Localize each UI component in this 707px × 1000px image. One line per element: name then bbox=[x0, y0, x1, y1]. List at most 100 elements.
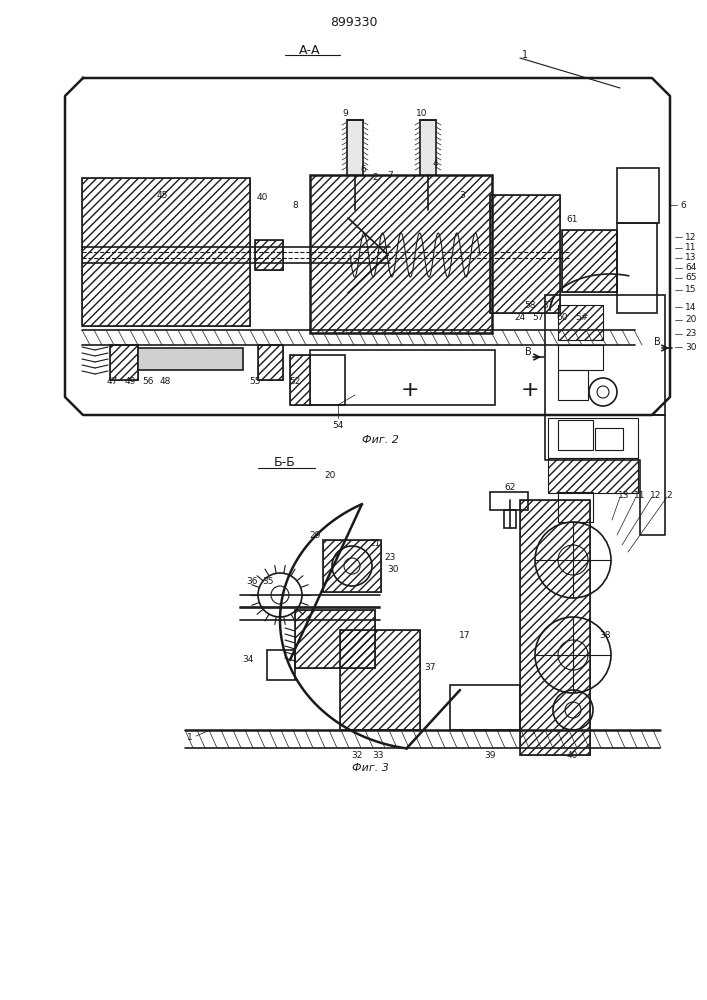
Text: +: + bbox=[401, 380, 419, 400]
Text: 5#: 5# bbox=[575, 314, 589, 322]
Bar bbox=[310, 350, 495, 405]
Bar bbox=[310, 175, 492, 333]
Text: +: + bbox=[520, 380, 539, 400]
Bar bbox=[347, 120, 363, 175]
Text: 33: 33 bbox=[373, 750, 384, 760]
Text: 34: 34 bbox=[243, 656, 254, 664]
Text: 12: 12 bbox=[685, 232, 696, 241]
Text: 21: 21 bbox=[369, 538, 380, 548]
Text: 11: 11 bbox=[685, 243, 696, 252]
Text: 23: 23 bbox=[385, 554, 396, 562]
Text: 29: 29 bbox=[310, 530, 321, 540]
Bar bbox=[310, 175, 492, 333]
Bar bbox=[82, 178, 250, 326]
Bar bbox=[255, 240, 283, 270]
Bar bbox=[520, 500, 590, 755]
Text: 60: 60 bbox=[556, 314, 568, 322]
Text: 2: 2 bbox=[372, 174, 378, 182]
Text: 9: 9 bbox=[342, 108, 348, 117]
Bar bbox=[558, 370, 588, 400]
Bar bbox=[545, 295, 665, 415]
Bar bbox=[558, 305, 603, 340]
Text: 10: 10 bbox=[416, 108, 428, 117]
Bar bbox=[490, 492, 528, 510]
Bar bbox=[290, 355, 310, 405]
Bar bbox=[255, 240, 283, 270]
Bar bbox=[258, 345, 283, 380]
Bar bbox=[558, 345, 603, 370]
Bar bbox=[617, 223, 657, 313]
Text: 30: 30 bbox=[387, 566, 399, 574]
Bar bbox=[323, 540, 381, 592]
Bar bbox=[420, 120, 436, 175]
Text: 65: 65 bbox=[685, 273, 696, 282]
Bar bbox=[340, 630, 420, 730]
Bar bbox=[504, 510, 516, 528]
Bar bbox=[595, 428, 623, 450]
Text: 37: 37 bbox=[424, 664, 436, 672]
Bar bbox=[562, 230, 617, 292]
Bar bbox=[617, 168, 659, 223]
Text: 20: 20 bbox=[325, 471, 336, 480]
Text: 14: 14 bbox=[685, 302, 696, 312]
Text: 36: 36 bbox=[246, 578, 258, 586]
Text: Фиг. 2: Фиг. 2 bbox=[361, 435, 399, 445]
Text: 24: 24 bbox=[515, 314, 525, 322]
Text: B: B bbox=[525, 347, 532, 357]
Bar bbox=[548, 418, 638, 458]
Text: 40: 40 bbox=[566, 750, 578, 760]
Bar bbox=[558, 305, 603, 340]
Bar bbox=[138, 348, 243, 370]
Text: 1: 1 bbox=[522, 50, 528, 60]
Text: 40: 40 bbox=[257, 194, 268, 202]
Text: 38: 38 bbox=[600, 631, 611, 640]
Text: 2: 2 bbox=[666, 490, 672, 499]
Bar bbox=[295, 610, 375, 668]
Bar bbox=[110, 345, 138, 380]
Text: 4: 4 bbox=[432, 158, 438, 167]
Text: 11: 11 bbox=[634, 490, 645, 499]
Text: Фиг. 3: Фиг. 3 bbox=[351, 763, 388, 773]
Text: 7: 7 bbox=[387, 170, 393, 180]
Bar bbox=[110, 345, 138, 380]
Text: 5: 5 bbox=[487, 206, 493, 215]
Text: 55: 55 bbox=[250, 377, 261, 386]
Bar bbox=[267, 650, 295, 680]
Text: А-А: А-А bbox=[299, 43, 321, 56]
Bar bbox=[323, 540, 381, 592]
Text: 13: 13 bbox=[618, 490, 629, 499]
Text: 56: 56 bbox=[142, 377, 153, 386]
Text: 12: 12 bbox=[650, 490, 661, 499]
Text: 54: 54 bbox=[332, 420, 344, 430]
Bar bbox=[490, 195, 560, 313]
Text: 49: 49 bbox=[124, 377, 136, 386]
Bar bbox=[450, 685, 520, 730]
Text: 17: 17 bbox=[460, 631, 471, 640]
Text: 48: 48 bbox=[159, 377, 170, 386]
Text: 62: 62 bbox=[504, 484, 515, 492]
Text: 64: 64 bbox=[685, 263, 696, 272]
Bar bbox=[558, 420, 593, 450]
Text: 1: 1 bbox=[187, 734, 193, 742]
Bar bbox=[295, 610, 375, 668]
Text: 6: 6 bbox=[360, 165, 366, 174]
Text: 39: 39 bbox=[484, 750, 496, 760]
Text: 57: 57 bbox=[532, 314, 544, 322]
Text: 13: 13 bbox=[685, 253, 696, 262]
Bar bbox=[562, 230, 617, 292]
Text: 52: 52 bbox=[289, 377, 300, 386]
Bar bbox=[520, 500, 590, 755]
Text: 30: 30 bbox=[685, 342, 696, 352]
Text: 32: 32 bbox=[351, 750, 363, 760]
Text: Б-Б: Б-Б bbox=[274, 456, 296, 468]
Text: B: B bbox=[654, 337, 660, 347]
Text: 899330: 899330 bbox=[330, 15, 378, 28]
Bar bbox=[340, 630, 420, 730]
Text: 47: 47 bbox=[106, 377, 117, 386]
Bar bbox=[290, 355, 345, 405]
Text: 35: 35 bbox=[262, 578, 274, 586]
Bar bbox=[490, 195, 560, 313]
Text: 15: 15 bbox=[685, 286, 696, 294]
Text: 45: 45 bbox=[156, 190, 168, 200]
Text: 23: 23 bbox=[685, 330, 696, 338]
